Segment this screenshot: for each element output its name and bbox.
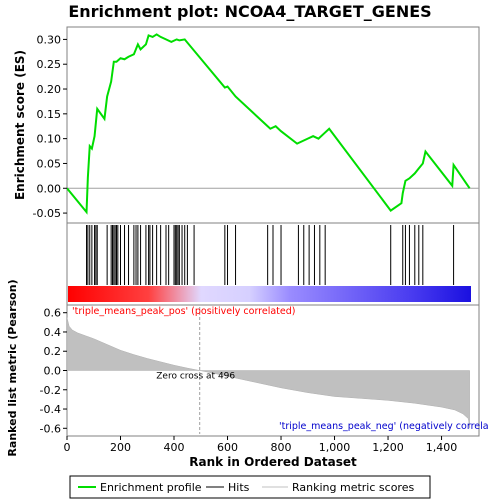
es-panel: -0.05 0.00 0.05 0.10 0.15 0.20 0.25 0.30 Enrich… <box>13 26 480 224</box>
rank-y-tick-label: 0.6 <box>44 307 62 320</box>
ranking-metric-area <box>67 317 470 429</box>
rank-panel: Zero cross at 496 'triple_means_peak_pos… <box>6 279 489 469</box>
rank-y-tick-label: -0.4 <box>40 403 61 416</box>
enrichment-profile-line <box>67 33 471 215</box>
es-y-tick-label: 0.30 <box>37 33 62 46</box>
rank-x-label: Rank in Ordered Dataset <box>189 455 357 469</box>
legend: Enrichment profile Hits Ranking metric s… <box>69 475 431 499</box>
positive-label: 'triple_means_peak_pos' (positively corr… <box>72 306 296 317</box>
rank-y-tick-label: 0.0 <box>44 365 62 378</box>
rank-x-tick-label: 800 <box>271 441 292 454</box>
legend-frame <box>69 475 431 499</box>
rank-y-tick-label: 0.2 <box>44 345 62 358</box>
rank-x-tick-label: 0 <box>64 441 71 454</box>
hits-panel <box>66 222 480 308</box>
legend-entry-rank: Ranking metric scores <box>292 481 414 494</box>
rank-y-tick-label: 0.4 <box>44 326 62 339</box>
rank-x-tick-label: 1,400 <box>426 441 458 454</box>
es-y-tick-label: 0.15 <box>37 108 62 121</box>
rank-x-tick-label: 1,000 <box>319 441 351 454</box>
es-y-tick-label: 0.00 <box>37 182 62 195</box>
es-panel-frame <box>66 26 480 224</box>
rank-x-axis: 0 200 400 600 800 1,000 1,200 1,400 <box>64 436 458 454</box>
negative-label: 'triple_means_peak_neg' (negatively corr… <box>279 421 489 432</box>
rank-color-bar <box>68 286 471 302</box>
legend-entry-profile: Enrichment profile <box>100 481 202 494</box>
rank-y-tick-label: -0.2 <box>40 384 61 397</box>
es-y-tick-label: 0.20 <box>37 83 62 96</box>
chart-title: Enrichment plot: NCOA4_TARGET_GENES <box>68 2 431 21</box>
rank-y-label: Ranked list metric (Pearson) <box>6 279 19 456</box>
hit-marks <box>86 225 455 285</box>
rank-x-tick-label: 600 <box>217 441 238 454</box>
es-y-axis: -0.05 0.00 0.05 0.10 0.15 0.20 0.25 0.30 <box>33 33 67 220</box>
es-y-tick-label: 0.10 <box>37 133 62 146</box>
rank-x-tick-label: 1,200 <box>372 441 404 454</box>
rank-y-axis: -0.6 -0.4 -0.2 0.0 0.2 0.4 0.6 <box>40 307 67 435</box>
zero-cross-label: Zero cross at 496 <box>156 372 235 382</box>
rank-x-tick-label: 400 <box>164 441 185 454</box>
es-y-tick-label: -0.05 <box>33 207 61 220</box>
rank-x-tick-label: 200 <box>110 441 131 454</box>
es-y-label: Enrichment score (ES) <box>13 50 27 200</box>
legend-entry-hits: Hits <box>228 481 250 494</box>
es-y-tick-label: 0.05 <box>37 157 62 170</box>
rank-y-tick-label: -0.6 <box>40 422 61 435</box>
es-y-tick-label: 0.25 <box>37 58 62 71</box>
